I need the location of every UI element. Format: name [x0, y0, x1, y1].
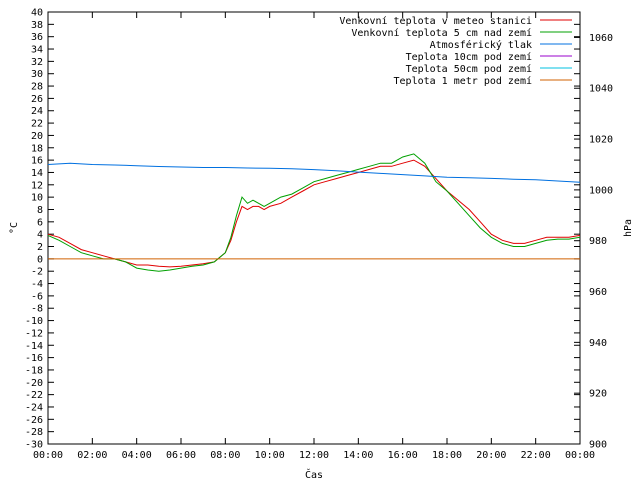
y-tick-label: 8 [37, 205, 43, 216]
y2-tick-label: 1000 [589, 185, 613, 196]
y-tick-label: -14 [25, 341, 43, 352]
x-tick-label: 22:00 [521, 450, 551, 461]
y-tick-label: -24 [25, 402, 43, 413]
y-tick-label: 40 [31, 8, 43, 19]
y-tick-label: 22 [31, 119, 43, 130]
x-tick-label: 16:00 [388, 450, 418, 461]
y-tick-label: 2 [37, 242, 43, 253]
y-tick-label: -20 [25, 378, 43, 389]
y-tick-label: 36 [31, 32, 43, 43]
y2-tick-label: 960 [589, 287, 607, 298]
y-tick-label: 4 [37, 230, 43, 241]
y2-tick-label: 940 [589, 338, 607, 349]
legend-label: Teplota 10cm pod zemí [406, 51, 532, 63]
y-tick-label: 14 [31, 168, 43, 179]
y-tick-label: 0 [37, 254, 43, 265]
series-line-0 [47, 159, 581, 268]
x-tick-label: 02:00 [77, 450, 107, 461]
y-tick-label: -26 [25, 415, 43, 426]
legend-label: Venkovní teplota v meteo stanici [339, 15, 532, 27]
x-tick-label: 06:00 [166, 450, 196, 461]
y-axis: 4038363432302826242220181614121086420-2-… [25, 8, 580, 451]
y-tick-label: 24 [31, 106, 43, 117]
series-group [47, 153, 581, 272]
y-axis-label: °C [9, 222, 20, 234]
x-tick-label: 14:00 [343, 450, 373, 461]
y-tick-label: -6 [31, 291, 43, 302]
y2-axis: 1060 1040 1020 1000 980 960 940 920 900 [574, 33, 613, 451]
y-tick-label: 20 [31, 131, 43, 142]
x-axis-label: Čas [305, 468, 323, 480]
y-tick-label: -2 [31, 267, 43, 278]
y2-tick-label: 980 [589, 236, 607, 247]
x-tick-label: 18:00 [432, 450, 462, 461]
y-tick-label: -18 [25, 365, 43, 376]
series-line-1 [47, 153, 581, 272]
y-tick-label: 30 [31, 69, 43, 80]
y-tick-label: 38 [31, 20, 43, 31]
y2-tick-label: 1020 [589, 135, 613, 146]
y2-tick-label: 900 [589, 440, 607, 451]
y2-tick-label: 920 [589, 389, 607, 400]
legend-label: Teplota 1 metr pod zemí [394, 75, 532, 87]
legend-label: Teplota 50cm pod zemí [406, 63, 532, 75]
x-tick-label: 10:00 [255, 450, 285, 461]
x-tick-label: 04:00 [122, 450, 152, 461]
y2-tick-label: 1060 [589, 33, 613, 44]
y-tick-label: 26 [31, 94, 43, 105]
legend-label: Atmosférický tlak [430, 39, 532, 51]
legend: Venkovní teplota v meteo staniciVenkovní… [339, 15, 572, 87]
y-tick-label: -10 [25, 316, 43, 327]
y2-axis-label: hPa [623, 219, 634, 237]
series-line-2 [47, 162, 581, 183]
y-tick-label: -22 [25, 390, 43, 401]
y-tick-label: 12 [31, 180, 43, 191]
y-tick-label: -8 [31, 304, 43, 315]
x-tick-label: 00:00 [565, 450, 595, 461]
x-tick-label: 00:00 [33, 450, 63, 461]
y-tick-label: -28 [25, 427, 43, 438]
x-tick-label: 08:00 [210, 450, 240, 461]
y-tick-label: -4 [31, 279, 43, 290]
y-tick-label: -12 [25, 328, 43, 339]
y-tick-label: 32 [31, 57, 43, 68]
y-tick-label: 18 [31, 143, 43, 154]
legend-label: Venkovní teplota 5 cm nad zemí [351, 27, 532, 39]
y-tick-label: -30 [25, 440, 43, 451]
y-tick-label: 10 [31, 193, 43, 204]
y-tick-label: 34 [31, 45, 43, 56]
y2-tick-label: 1040 [589, 84, 613, 95]
y-tick-label: 16 [31, 156, 43, 167]
x-axis: 00:00 02:00 04:00 06:00 08:00 10:00 12:00 14:00… [33, 12, 595, 461]
x-tick-label: 12:00 [299, 450, 329, 461]
y-tick-label: 6 [37, 217, 43, 228]
x-tick-label: 20:00 [476, 450, 506, 461]
y-tick-label: -16 [25, 353, 43, 364]
y-tick-label: 28 [31, 82, 43, 93]
